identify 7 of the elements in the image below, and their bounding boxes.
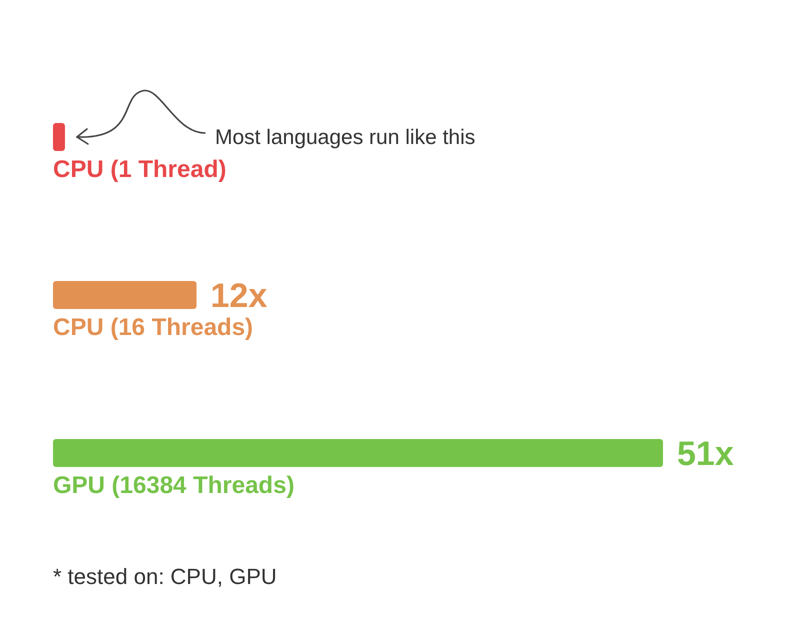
data-label: 51x [677, 435, 734, 473]
annotation: * tested on: CPU, GPU [53, 564, 277, 589]
y-tick-label: GPU (16384 Threads) [53, 472, 294, 499]
y-tick-label: CPU (1 Thread) [53, 156, 226, 183]
data-label: 12x [210, 277, 268, 315]
y-tick-label: CPU (16 Threads) [53, 314, 254, 341]
annotation: Most languages run like this [214, 126, 476, 149]
